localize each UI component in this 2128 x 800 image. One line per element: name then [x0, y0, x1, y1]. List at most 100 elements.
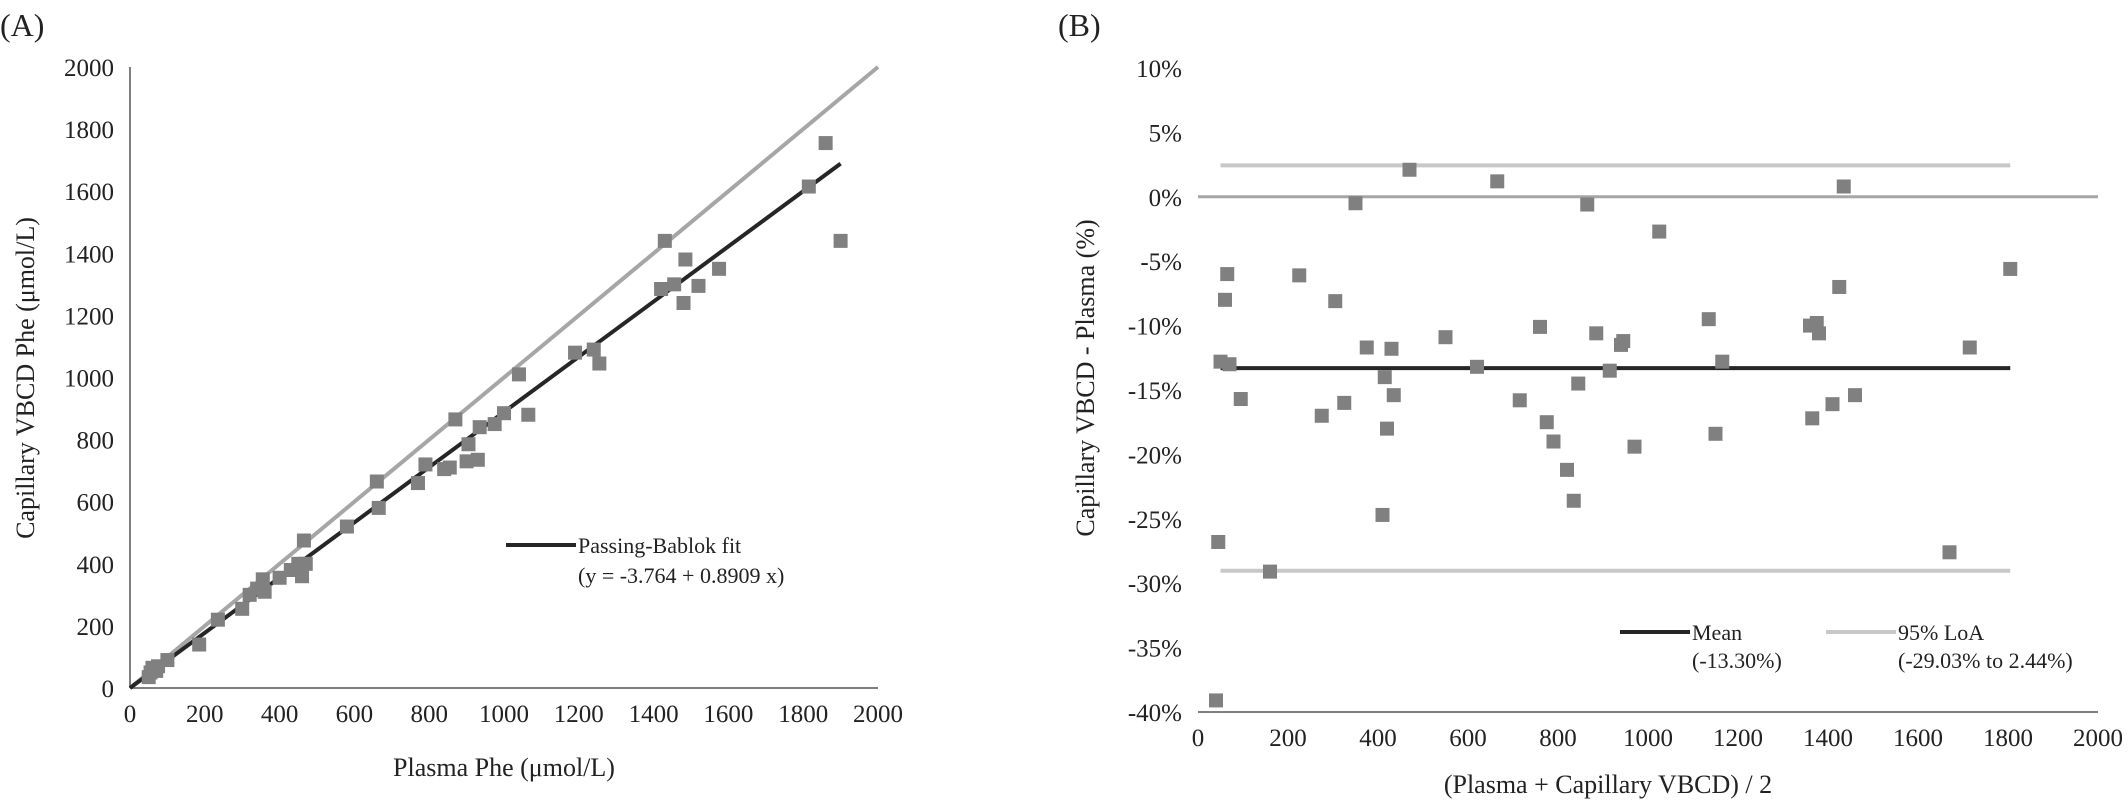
panel-label-a: (A)	[0, 7, 44, 43]
data-point-b	[1337, 395, 1352, 410]
y-tick-label-a: 1000	[64, 366, 114, 393]
data-point-a	[459, 454, 474, 469]
chart-panel-a: (A) 0 200 400 600 800 1000 1200 1400 1600 1800 200…	[0, 7, 903, 782]
x-tick-label-b: 400	[1359, 725, 1397, 752]
data-point-b	[1805, 411, 1820, 426]
data-point-b	[1701, 312, 1716, 327]
data-point-a	[160, 653, 175, 668]
data-point-a	[511, 367, 526, 382]
chart-panel-b: (B) -40% -35% -30% -25% -20% -15% -10% -5% 0% 5% 1…	[1058, 7, 2123, 799]
data-point-b	[1220, 267, 1235, 282]
data-point-a	[298, 556, 313, 571]
legend-b: Mean (-13.30%) 95% LoA (-29.03% to 2.44%…	[1620, 620, 2073, 673]
x-tick-label-b: 1000	[1623, 725, 1673, 752]
data-point-b	[1209, 693, 1223, 708]
reference-lines-b	[1198, 163, 2098, 573]
data-point-b	[1470, 359, 1484, 374]
y-tick-label-b: -40%	[1128, 700, 1182, 727]
data-point-a	[691, 278, 706, 293]
data-point-b	[1602, 363, 1617, 378]
y-tick-label-a: 1200	[64, 303, 114, 330]
data-point-b	[1314, 408, 1329, 423]
legend-label-fit: Passing-Bablok fit	[578, 533, 741, 558]
data-point-b	[1233, 392, 1248, 407]
data-point-b	[1566, 493, 1581, 508]
data-point-a	[497, 406, 511, 421]
data-point-a	[521, 407, 536, 422]
data-point-a	[712, 261, 727, 276]
x-tick-label-a: 600	[336, 701, 374, 728]
x-tick-label-a: 1000	[479, 701, 529, 728]
y-tick-label-b: 0%	[1149, 185, 1182, 212]
data-point-b	[1292, 268, 1307, 283]
x-axis-label-b: (Plasma + Capillary VBCD) / 2	[1444, 770, 1772, 799]
x-axis-label-a: Plasma Phe (μmol/L)	[393, 753, 615, 782]
legend-a: Passing-Bablok fit (y = -3.764 + 0.8909 …	[506, 533, 784, 588]
legend-value-mean: (-13.30%)	[1692, 648, 1782, 673]
data-point-a	[369, 474, 384, 489]
data-point-a	[461, 437, 476, 452]
data-point-b	[1533, 319, 1547, 334]
data-point-b	[1218, 292, 1232, 307]
data-point-b	[1560, 462, 1574, 477]
data-point-b	[1825, 397, 1840, 412]
x-tick-label-a: 1600	[703, 701, 753, 728]
x-tick-label-a: 2000	[853, 701, 903, 728]
x-tick-label-b: 2000	[2073, 725, 2123, 752]
data-point-a	[235, 601, 250, 616]
x-tick-label-b: 800	[1539, 725, 1577, 752]
y-tick-label-a: 400	[77, 552, 115, 579]
x-tick-label-b: 1800	[1983, 725, 2033, 752]
data-point-a	[487, 417, 502, 432]
y-tick-label-a: 1400	[64, 241, 114, 268]
data-point-b	[1402, 162, 1417, 177]
data-point-a	[592, 356, 607, 371]
data-point-b	[1512, 393, 1527, 408]
x-tick-label-a: 200	[186, 701, 224, 728]
data-point-a	[470, 452, 485, 467]
data-point-a	[255, 572, 270, 587]
x-tick-labels-b: 0 200 400 600 800 1000 1200 1400 1600 1800 2000	[1192, 725, 2123, 752]
data-point-b	[1490, 174, 1505, 189]
x-tick-labels-a: 0 200 400 600 800 1000 1200 1400 1600 1800 2000	[124, 701, 903, 728]
data-point-a	[339, 519, 354, 534]
x-tick-label-a: 1800	[778, 701, 828, 728]
panel-label-b: (B)	[1058, 7, 1101, 43]
data-point-b	[1386, 388, 1401, 403]
data-point-b	[1211, 534, 1226, 549]
x-tick-label-b: 1200	[1713, 725, 1763, 752]
data-point-b	[2003, 261, 2018, 276]
data-point-a	[257, 584, 272, 599]
data-point-a	[442, 460, 457, 475]
data-point-a	[667, 277, 682, 292]
data-point-b	[1580, 197, 1595, 212]
data-point-a	[678, 252, 693, 267]
data-point-b	[1571, 376, 1586, 391]
y-tick-label-b: -20%	[1128, 442, 1182, 469]
y-tick-label-a: 200	[77, 614, 115, 641]
data-point-b	[1328, 294, 1343, 309]
data-point-a	[296, 533, 311, 548]
data-point-a	[192, 637, 207, 652]
data-point-a	[210, 612, 225, 627]
y-tick-labels-a: 0 200 400 600 800 1000 1200 1400 1600 1800 2000	[64, 55, 114, 703]
data-point-a	[801, 179, 816, 194]
data-point-b	[1836, 179, 1851, 194]
legend-label-loa: 95% LoA	[1898, 620, 1984, 645]
x-tick-label-b: 1400	[1803, 725, 1853, 752]
data-point-b	[1348, 196, 1363, 211]
data-point-b	[1652, 224, 1667, 239]
data-point-b	[1708, 426, 1723, 441]
data-point-b	[1627, 439, 1642, 454]
data-point-a	[371, 500, 386, 515]
data-point-a	[833, 233, 848, 248]
data-point-b	[1715, 354, 1730, 369]
y-tick-label-a: 800	[77, 428, 115, 455]
y-tick-label-a: 0	[102, 676, 115, 703]
data-point-b	[1263, 564, 1277, 579]
data-point-b	[1812, 326, 1826, 341]
y-tick-label-b: -10%	[1128, 314, 1182, 341]
data-point-a	[586, 342, 601, 357]
data-point-b	[1942, 545, 1957, 560]
y-tick-label-b: -35%	[1128, 636, 1182, 663]
